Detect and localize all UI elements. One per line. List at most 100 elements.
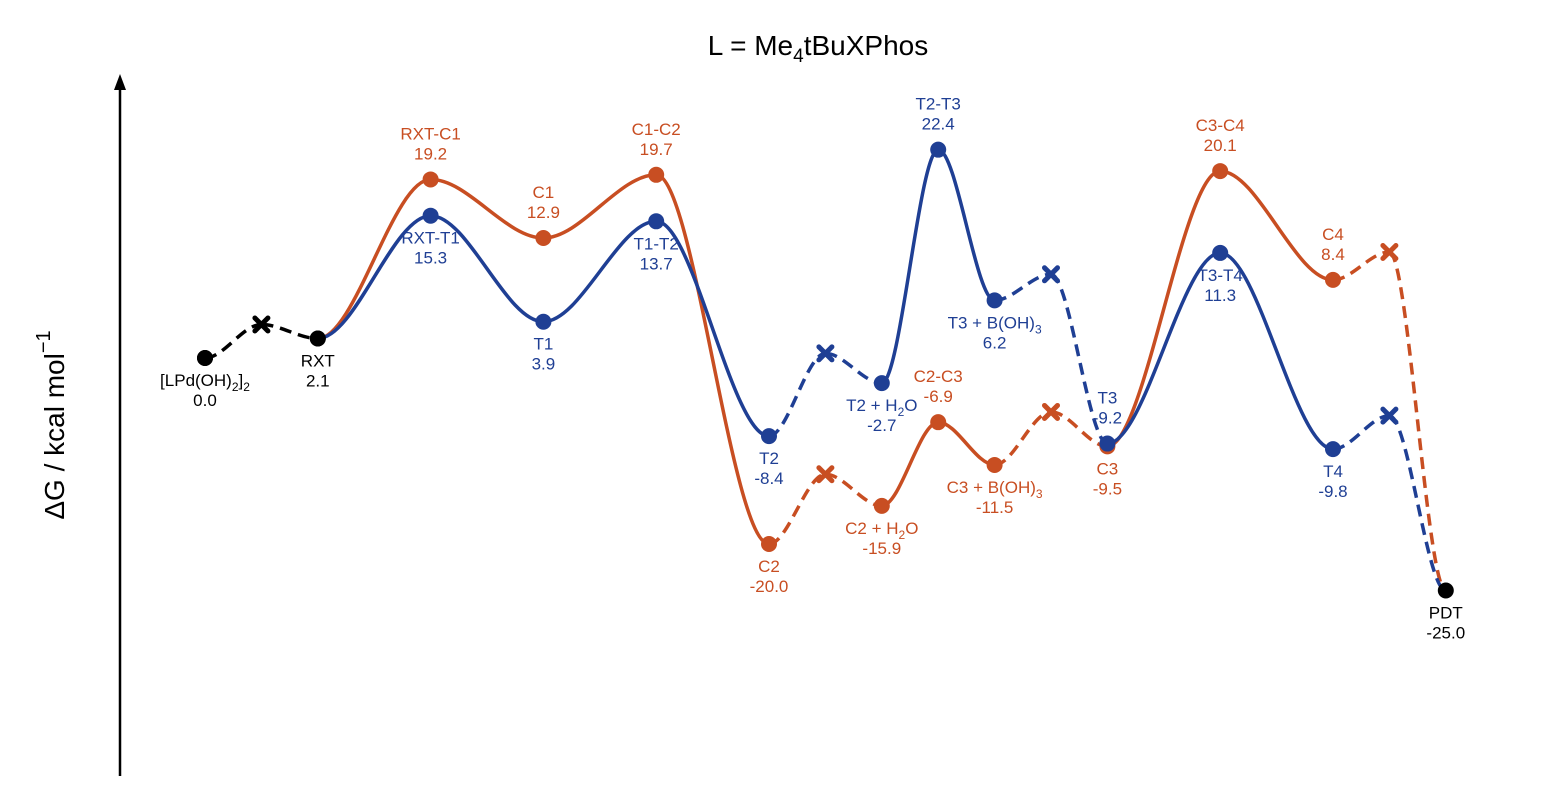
point-label-value: -11.5 xyxy=(976,498,1014,517)
orange-curve-segment xyxy=(937,420,995,467)
label-orange-15: C3 + B(OH)3-11.5 xyxy=(947,478,1043,517)
point-label-name: T4 xyxy=(1323,462,1343,481)
point-label-value: 22.4 xyxy=(922,115,955,134)
y-axis-label: ΔG / kcal mol−1 xyxy=(33,330,70,519)
point-orange-c4 xyxy=(1325,271,1341,288)
point-label-name: RXT-T1 xyxy=(401,229,460,248)
blue-curve-segment xyxy=(543,219,657,324)
orange-curve-segment xyxy=(1387,250,1448,593)
point-label-name: C4 xyxy=(1322,225,1344,244)
point-label-name: T3 + B(OH)3 xyxy=(948,313,1042,336)
point-label-value: -25.0 xyxy=(1426,624,1465,643)
point-label-value: 3.9 xyxy=(532,355,556,374)
point-label-name: T1 xyxy=(533,335,553,354)
label-blue-21: T4-9.8 xyxy=(1318,462,1347,501)
point-orange-c2 xyxy=(761,536,777,552)
point-label-value: -9.8 xyxy=(1318,482,1347,501)
point-label-value: 6.2 xyxy=(983,333,1007,352)
point-label-value: 19.7 xyxy=(640,140,673,159)
orange-curve-segment xyxy=(1219,169,1334,282)
chart-title: L = Me4tBuXPhos xyxy=(708,30,928,67)
point-label-value: -2.7 xyxy=(867,416,896,435)
point-orange-c1 xyxy=(535,230,552,247)
cross-marker-orange-ox3 xyxy=(1380,242,1399,261)
point-blue-t2-h2o xyxy=(873,375,890,392)
orange-curve-segment xyxy=(825,472,883,508)
label-orange-11: C2 + H2O-15.9 xyxy=(845,519,918,558)
point-blue-t3-t4 xyxy=(1212,244,1229,261)
point-orange-c3-c4 xyxy=(1212,163,1229,180)
point-label-value: -6.9 xyxy=(924,387,953,406)
cross-marker-blue-bx3 xyxy=(1380,406,1399,425)
label-orange-20: C48.4 xyxy=(1321,225,1345,264)
point-label-value: -9.2 xyxy=(1093,409,1122,428)
point-label-value: 19.2 xyxy=(414,144,447,163)
orange-curve-segment xyxy=(1106,169,1221,449)
blue-curve-segment xyxy=(317,213,431,341)
point-label-name: C2 xyxy=(758,557,780,576)
point-label-value: 0.0 xyxy=(193,391,217,410)
point-label-value: 8.4 xyxy=(1321,245,1345,264)
point-label-value: 20.1 xyxy=(1204,136,1237,155)
point-blue-t3-boh3 xyxy=(986,292,1003,309)
cross-marker-orange-ox2 xyxy=(1042,402,1060,421)
markers xyxy=(197,141,1454,599)
point-label-value: 15.3 xyxy=(414,249,447,268)
label-orange-9: C2-20.0 xyxy=(750,557,789,596)
point-blue-t2 xyxy=(761,428,777,445)
point-label-name: T3 xyxy=(1097,389,1117,408)
curves xyxy=(204,147,1448,593)
blue-curve-segment xyxy=(1388,413,1447,593)
point-black-rxt xyxy=(309,330,326,347)
label-blue-10: T2 + H2O-2.7 xyxy=(846,396,917,435)
blue-curve-segment xyxy=(937,147,996,303)
blue-curve-segment xyxy=(768,351,826,438)
point-label-name: [LPd(OH)2]2 xyxy=(160,371,250,394)
point-blue-t4 xyxy=(1325,441,1341,458)
point-blue-rxt-t1 xyxy=(422,207,439,224)
orange-curve-segment xyxy=(430,177,544,240)
point-blue-t1 xyxy=(535,313,552,330)
point-blue-t1-t2 xyxy=(648,213,665,230)
blue-curve-segment xyxy=(430,213,544,324)
blue-curve-segment xyxy=(1219,251,1334,451)
point-label-name: T1-T2 xyxy=(634,234,679,253)
y-axis-arrowhead xyxy=(114,74,126,90)
point-label-name: T3-T4 xyxy=(1198,266,1243,285)
point-label-name: C2 + H2O xyxy=(845,519,918,542)
orange-curve-segment xyxy=(543,173,657,240)
point-label-name: RXT xyxy=(301,351,335,370)
cross-marker-blue-bx1 xyxy=(816,344,835,363)
blue-curve-segment xyxy=(655,219,770,438)
cross-marker-blue-bx2 xyxy=(1042,265,1060,284)
point-label-name: T2 + H2O xyxy=(846,396,917,419)
point-label-name: C2-C3 xyxy=(914,367,963,386)
point-label-value: 11.3 xyxy=(1204,286,1236,305)
blue-curve-segment xyxy=(1107,251,1221,446)
label-black-22: PDT-25.0 xyxy=(1426,604,1465,643)
cross-marker-orange-ox1 xyxy=(816,465,835,484)
point-orange-c2-c3 xyxy=(930,414,947,431)
label-blue-16: T3-9.2 xyxy=(1093,389,1122,428)
label-black-0: [LPd(OH)2]20.0 xyxy=(160,371,250,410)
point-label-value: 12.9 xyxy=(527,203,560,222)
black-curve-segment xyxy=(261,322,318,341)
point-label-name: C1-C2 xyxy=(632,120,681,139)
point-label-name: T2 xyxy=(759,449,779,468)
point-label-name: PDT xyxy=(1429,604,1463,623)
blue-curve-segment xyxy=(825,351,883,385)
point-label-name: C3-C4 xyxy=(1196,116,1245,135)
orange-curve-segment xyxy=(655,173,770,546)
point-label-name: C1 xyxy=(533,183,555,202)
point-label-value: -9.5 xyxy=(1093,479,1122,498)
blue-curve-segment xyxy=(994,272,1052,303)
point-orange-rxt-c1 xyxy=(422,171,439,188)
